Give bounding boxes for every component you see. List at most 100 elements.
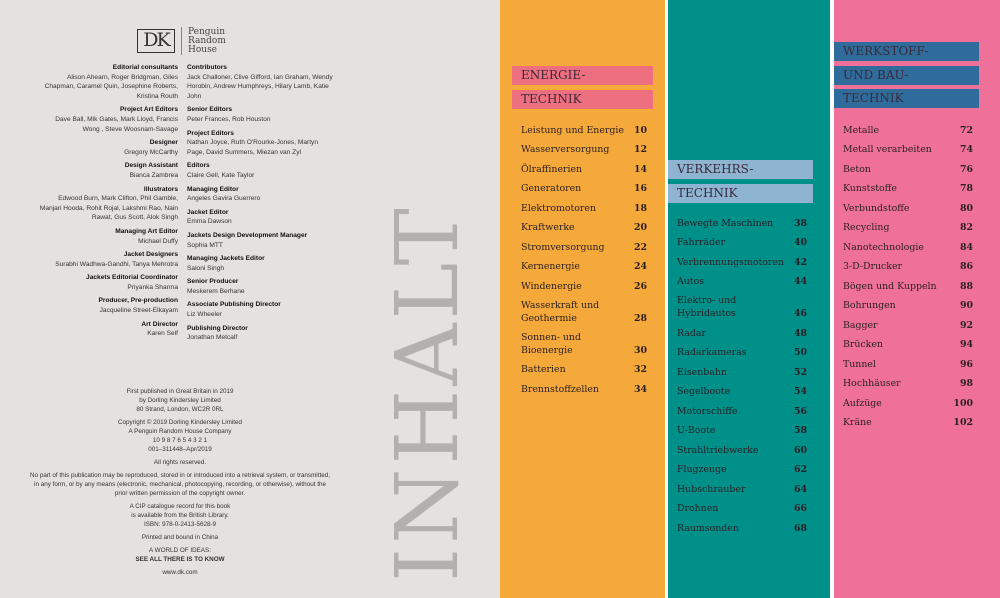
toc-entry[interactable]: Bagger 92	[843, 315, 973, 335]
toc-entry[interactable]: Wasserkraft und Geothermie 28	[521, 296, 647, 328]
toc-entry[interactable]: Bewegte Maschinen 38	[677, 213, 807, 233]
credit-names: Saloni Singh	[187, 264, 225, 272]
toc-entry[interactable]: Hochhäuser 98	[843, 374, 973, 394]
section-verkehrstechnik	[668, 0, 830, 598]
toc-entry-title: Recycling	[843, 222, 890, 233]
toc-entry[interactable]: Segelboote 54	[677, 382, 807, 402]
toc-entry-title: Bewegte Maschinen	[677, 217, 774, 229]
toc-entry-title: Batterien	[521, 364, 566, 375]
copy-line: 10 9 8 7 6 5 4 3 2 1	[152, 437, 208, 444]
toc-page-number: 26	[633, 280, 647, 292]
toc-entry-title: Eisenbahn	[677, 366, 727, 378]
toc-entry[interactable]: Elektromotoren 18	[521, 198, 647, 218]
credit-names: Claire Gell, Kate Taylor	[187, 171, 255, 179]
toc-entry[interactable]: Bohrungen 90	[843, 296, 973, 316]
toc-entry[interactable]: Sonnen- und Bioenergie 30	[521, 328, 647, 360]
credit-block: Contributors Jack Challoner, Clive Giffor…	[187, 63, 337, 101]
toc-entry[interactable]: Verbundstoffe 80	[843, 198, 973, 218]
toc-entry-title: Beton	[843, 163, 871, 175]
copy-line: First published in Great Britain in 2019	[126, 388, 234, 395]
toc-entry[interactable]: Autos 44	[677, 272, 807, 292]
toc-entry-title: Flugzeuge	[677, 464, 727, 475]
toc-entry[interactable]: Hubschrauber 64	[677, 479, 807, 499]
credit-role: Jackets Editorial Coordinator	[86, 274, 178, 282]
credit-block: Jacket Editor Emma Dawson	[187, 208, 337, 227]
toc-entry[interactable]: Drohnen 66	[677, 499, 807, 519]
credit-block: Project Editors Nathan Joyce, Ruth O'Rour…	[187, 129, 337, 158]
toc-entry[interactable]: Verbrennungsmotoren 42	[677, 252, 807, 272]
logo-text: Random	[188, 35, 226, 46]
toc-page-number: 14	[633, 163, 647, 175]
toc-entry[interactable]: Raumsonden 68	[677, 518, 807, 538]
toc-entry[interactable]: 3-D-Drucker 86	[843, 257, 973, 277]
credit-role: Publishing Director	[187, 324, 248, 332]
copy-line: 001–311448–Apr/2019	[148, 446, 212, 453]
toc-entry[interactable]: Aufzüge 100	[843, 393, 973, 413]
toc-page-number: 80	[959, 202, 973, 214]
toc-entry[interactable]: U-Boote 58	[677, 421, 807, 441]
copyright-notice: No part of this publication may be repro…	[30, 472, 330, 497]
toc-entry[interactable]: Kraftwerke 20	[521, 218, 647, 238]
credit-role: Associate Publishing Director	[187, 301, 281, 309]
credit-block: Project Art Editors Dave Ball, Mik Gates,…	[38, 105, 178, 134]
toc-page-number: 48	[793, 327, 807, 339]
credit-role: Jacket Designers	[123, 251, 178, 259]
toc-entry[interactable]: Radar 48	[677, 323, 807, 343]
toc-entry-title: Drohnen	[677, 503, 719, 514]
toc-page-number: 20	[633, 222, 647, 233]
credit-block: Managing Art Editor Michael Duffy	[38, 227, 178, 246]
toc-entry[interactable]: Metalle 72	[843, 120, 973, 140]
credit-role: Senior Producer	[187, 278, 239, 286]
credit-role: Jacket Editor	[187, 208, 229, 216]
toc-entry[interactable]: Ölraffinerien 14	[521, 159, 647, 179]
toc-entry[interactable]: Metall verarbeiten 74	[843, 140, 973, 160]
credit-block: Editorial consultants Alison Ahearn, Roge…	[38, 63, 178, 101]
toc-entry[interactable]: Eisenbahn 52	[677, 362, 807, 382]
toc-entry[interactable]: Nanotechnologie 84	[843, 237, 973, 257]
toc-entry[interactable]: Elektro- und Hybridautos 46	[677, 291, 807, 323]
toc-entry[interactable]: Brennstoffzellen 34	[521, 379, 647, 399]
toc-entry[interactable]: Flugzeuge 62	[677, 460, 807, 480]
credit-names: Jonathan Metcalf	[187, 334, 238, 342]
toc-entry[interactable]: Batterien 32	[521, 360, 647, 380]
toc-entry[interactable]: Kräne 102	[843, 413, 973, 433]
credit-role: Art Director	[141, 320, 178, 328]
toc-page-number: 68	[793, 522, 807, 534]
toc-entry[interactable]: Fahrräder 40	[677, 233, 807, 253]
credit-block: Design Assistant Bianca Zambrea	[38, 161, 178, 180]
toc-entry[interactable]: Brücken 94	[843, 335, 973, 355]
toc-entry[interactable]: Motorschiffe 56	[677, 401, 807, 421]
toc-entry-title: Bohrungen	[843, 300, 896, 311]
toc-page-number: 78	[959, 183, 973, 194]
section-heading: VERKEHRS-	[668, 160, 813, 179]
toc-entry[interactable]: Beton 76	[843, 159, 973, 179]
toc-entry[interactable]: Windenergie 26	[521, 276, 647, 296]
toc-entry-title: Radarkameras	[677, 347, 747, 358]
toc-entry[interactable]: Kunststoffe 78	[843, 179, 973, 199]
toc-entry[interactable]: Strahltriebwerke 60	[677, 440, 807, 460]
toc-page-number: 74	[959, 144, 973, 155]
toc-entry[interactable]: Stromversorgung 22	[521, 237, 647, 257]
toc-entry[interactable]: Wasserversorgung 12	[521, 140, 647, 160]
toc-entry[interactable]: Kernenergie 24	[521, 257, 647, 277]
toc-entry[interactable]: Leistung und Energie 10	[521, 120, 647, 140]
toc-page-number: 100	[953, 397, 973, 409]
printed-in: Printed and bound in China	[141, 534, 219, 541]
credit-role: Producer, Pre-production	[98, 297, 178, 305]
toc-entry[interactable]: Recycling 82	[843, 218, 973, 238]
toc-list: Metalle 72 Metall verarbeiten 74 Beton 76 Kuns…	[843, 120, 973, 432]
toc-entry[interactable]: Radarkameras 50	[677, 343, 807, 363]
dk-logo: DK	[137, 29, 175, 53]
toc-entry-title: Bagger	[843, 319, 878, 331]
credit-role: Project Editors	[187, 129, 234, 137]
toc-entry[interactable]: Generatoren 16	[521, 179, 647, 199]
copy-line: is available from the British Library.	[131, 512, 229, 519]
toc-page-number: 98	[959, 378, 973, 389]
toc-page-number: 88	[959, 280, 973, 292]
toc-entry[interactable]: Bögen und Kuppeln 88	[843, 276, 973, 296]
toc-page-number: 46	[793, 308, 807, 319]
toc-entry-title: Kernenergie	[521, 261, 580, 272]
credit-role: Managing Jackets Editor	[187, 255, 265, 263]
imprint-page: DK Penguin Random House Editorial consul…	[0, 0, 500, 598]
toc-entry[interactable]: Tunnel 96	[843, 354, 973, 374]
